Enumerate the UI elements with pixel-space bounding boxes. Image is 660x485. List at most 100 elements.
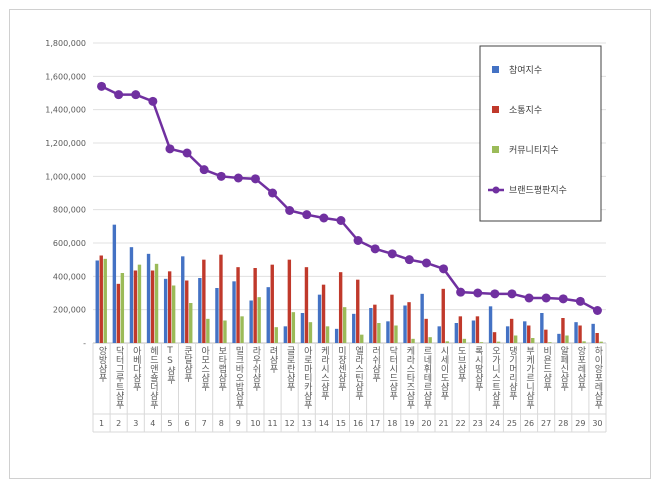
rank-label: 28 [558, 419, 568, 428]
bar-3 [394, 325, 398, 343]
bar-1 [249, 300, 253, 343]
bar-3 [223, 320, 227, 343]
rank-label: 27 [541, 419, 551, 428]
category-label: 러쉬샴푸 [370, 346, 381, 382]
bar-1 [523, 321, 527, 343]
y-tick-label: - [83, 339, 86, 348]
category-label: 도브샴푸 [455, 346, 466, 382]
bar-3 [462, 338, 467, 343]
line-point [233, 173, 243, 183]
line-point [319, 213, 329, 223]
category-label: 비욘드샴푸 [541, 346, 552, 391]
bar-1 [317, 294, 322, 343]
line-point [131, 90, 141, 100]
category-label: 오가니스트샴푸 [489, 346, 500, 409]
rank-label: 3 [133, 419, 138, 428]
rank-label: 13 [302, 419, 312, 428]
line-point [541, 293, 551, 303]
bar-2 [185, 280, 189, 343]
bar-3 [308, 322, 313, 343]
bar-1 [300, 313, 305, 343]
rank-label: 25 [507, 419, 517, 428]
category-label: 보타랩샴푸 [216, 346, 227, 391]
line-point [148, 96, 158, 106]
bar-2 [441, 288, 445, 343]
category-label: 쿤달샴푸 [182, 346, 193, 382]
line-point [97, 81, 107, 91]
bar-1 [454, 323, 459, 343]
y-tick-label: 400,000 [53, 272, 86, 281]
bar-3 [291, 312, 296, 343]
bar-2 [338, 272, 343, 343]
bar-2 [99, 255, 103, 343]
line-point [182, 148, 192, 158]
category-label: 글로란샴푸 [284, 346, 295, 391]
bar-2 [236, 267, 240, 343]
rank-label: 24 [490, 419, 500, 428]
bar-2 [373, 304, 377, 343]
bar-1 [369, 308, 373, 343]
category-label: 댕기머리샴푸 [506, 346, 517, 400]
category-label: 헤드앤숄더샴푸 [147, 346, 158, 409]
line-point [404, 255, 414, 265]
category-label: 밀크바오밥샴푸 [233, 346, 244, 409]
line-point [216, 171, 226, 181]
bar-1 [352, 313, 356, 343]
bar-2 [595, 333, 599, 343]
legend-swatch [492, 66, 499, 73]
bar-3 [428, 337, 432, 343]
category-label: 케라스타즈샴푸 [404, 346, 415, 409]
bar-2 [304, 267, 309, 343]
bar-3 [360, 334, 364, 343]
line-point [199, 165, 209, 175]
y-tick-label: 1,000,000 [45, 172, 86, 181]
line-point [370, 244, 380, 254]
bar-1 [420, 293, 424, 343]
rank-label: 4 [150, 419, 155, 428]
bar-3 [377, 323, 381, 343]
rank-label: 21 [438, 419, 448, 428]
bar-2 [270, 264, 274, 343]
legend-swatch [492, 146, 499, 153]
category-label: 르네휘테르샴푸 [421, 346, 432, 409]
bar-1 [334, 328, 339, 343]
line-point [285, 206, 295, 215]
bar-1 [232, 281, 236, 343]
bar-3 [154, 263, 159, 343]
line-point [302, 210, 312, 220]
legend-box [479, 45, 602, 222]
bar-2 [492, 332, 497, 343]
bar-1 [557, 333, 561, 343]
bar-1 [181, 256, 185, 343]
bar-2 [407, 302, 411, 343]
line-point [336, 216, 346, 225]
bar-2 [133, 270, 138, 343]
line-point [439, 264, 449, 274]
bar-1 [471, 320, 476, 343]
category-label: 알페신샴푸 [558, 346, 569, 391]
bar-1 [95, 260, 99, 343]
bar-2 [458, 316, 463, 343]
bar-3 [513, 335, 518, 343]
rank-label: 19 [404, 419, 414, 428]
category-label: 시세이도샴푸 [438, 346, 449, 400]
category-label: 부케가르니샴푸 [524, 346, 535, 409]
line-point [114, 90, 124, 100]
bar-3 [342, 307, 347, 343]
bar-1 [540, 313, 544, 343]
category-label: 닥터그루트샴푸 [113, 346, 124, 409]
rank-label: 23 [473, 419, 483, 428]
bar-3 [171, 285, 176, 343]
category-label: 닥터시드샴푸 [387, 346, 398, 400]
category-label: 하이앙포레샴푸 [592, 346, 603, 409]
rank-label: 11 [267, 419, 277, 428]
rank-label: 29 [575, 419, 585, 428]
rank-label: 14 [319, 419, 329, 428]
bar-2 [561, 318, 565, 343]
rank-label: 15 [336, 419, 346, 428]
bar-2 [219, 254, 223, 343]
bar-3 [325, 326, 330, 343]
bar-3 [548, 342, 552, 343]
legend-label: 브랜드평판지수 [509, 185, 567, 196]
rank-label: 6 [185, 419, 190, 428]
